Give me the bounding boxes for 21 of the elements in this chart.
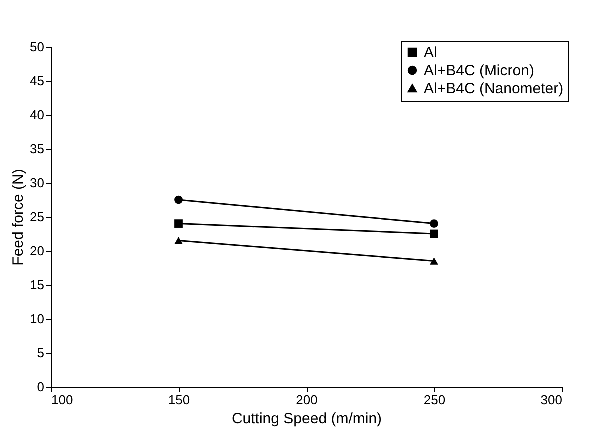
x-tick-label: 300 bbox=[540, 392, 562, 408]
y-tick-label: 0 bbox=[37, 380, 44, 394]
y-tick-label: 40 bbox=[30, 108, 44, 122]
y-tick-label: 45 bbox=[30, 74, 44, 88]
y-tick-label: 30 bbox=[30, 176, 44, 190]
x-tick-label: 100 bbox=[52, 392, 74, 408]
y-tick-label: 50 bbox=[30, 40, 44, 54]
legend-label: Al+B4C (Micron) bbox=[424, 62, 534, 80]
y-tick-label: 20 bbox=[30, 244, 44, 258]
legend-label: Al bbox=[424, 44, 438, 62]
y-tick-label: 5 bbox=[37, 346, 44, 360]
y-tick-label: 25 bbox=[30, 210, 44, 224]
y-tick-label: 35 bbox=[30, 142, 44, 156]
x-tick-label: 150 bbox=[168, 392, 190, 408]
y-tick-label: 10 bbox=[30, 312, 44, 326]
x-tick-label: 250 bbox=[424, 392, 446, 408]
legend-label: Al+B4C (Nanometer) bbox=[424, 80, 564, 98]
x-tick-label: 200 bbox=[296, 392, 318, 408]
y-tick-label: 15 bbox=[30, 278, 44, 292]
x-axis-title: Cutting Speed (m/min) bbox=[232, 410, 382, 428]
y-axis-title: Feed force (N) bbox=[10, 169, 28, 266]
